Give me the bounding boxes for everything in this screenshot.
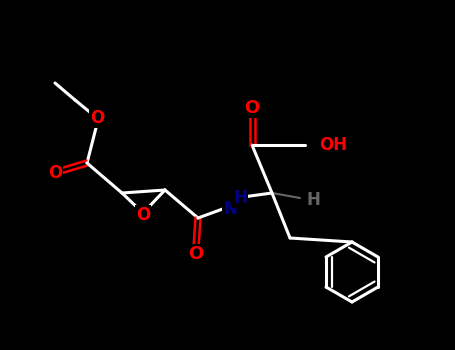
Text: O: O	[136, 206, 150, 224]
Text: O: O	[90, 109, 104, 127]
Text: O: O	[188, 245, 204, 263]
Text: N: N	[223, 200, 237, 218]
Text: O: O	[48, 164, 62, 182]
Text: H: H	[233, 189, 247, 207]
Text: OH: OH	[319, 136, 347, 154]
Text: H: H	[306, 191, 320, 209]
Text: O: O	[244, 99, 260, 117]
